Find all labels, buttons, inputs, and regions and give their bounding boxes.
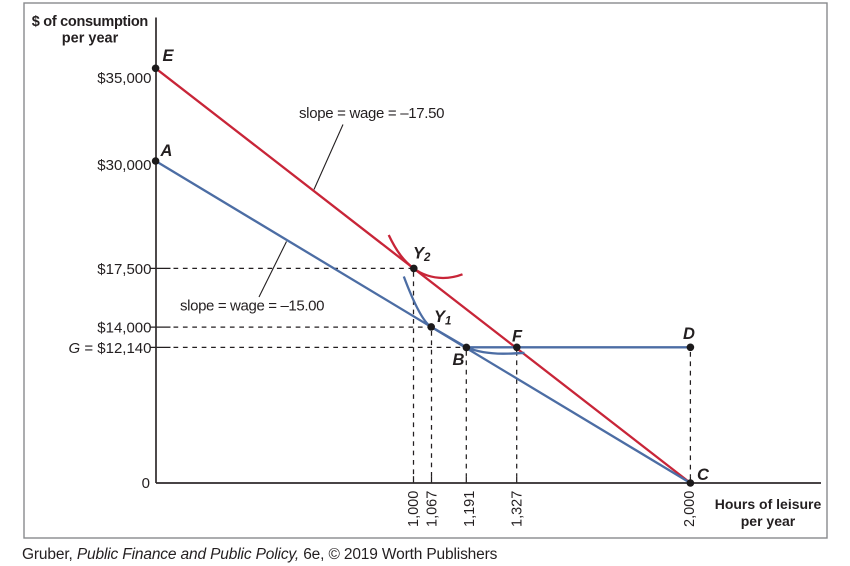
- svg-text:1,067: 1,067: [424, 491, 440, 527]
- svg-text:$ of consumption: $ of consumption: [32, 14, 149, 30]
- svg-text:$17,500: $17,500: [97, 261, 151, 278]
- svg-text:E: E: [163, 47, 175, 65]
- svg-text:2,000: 2,000: [682, 491, 698, 527]
- svg-text:slope = wage = –15.00: slope = wage = –15.00: [180, 298, 325, 315]
- svg-text:C: C: [697, 466, 710, 484]
- svg-text:1,000: 1,000: [406, 491, 422, 527]
- svg-text:$35,000: $35,000: [97, 70, 151, 87]
- svg-text:$14,000: $14,000: [97, 320, 151, 337]
- svg-text:1,191: 1,191: [462, 491, 478, 527]
- svg-text:Gruber, Public Finance and Pub: Gruber, Public Finance and Public Policy…: [22, 546, 498, 563]
- svg-text:G = $12,140: G = $12,140: [69, 340, 152, 357]
- svg-text:$30,000: $30,000: [97, 157, 151, 174]
- svg-text:D: D: [683, 325, 695, 343]
- svg-text:1,327: 1,327: [509, 491, 525, 527]
- svg-text:per year: per year: [741, 513, 796, 529]
- svg-text:Hours of leisure: Hours of leisure: [715, 496, 822, 512]
- svg-text:slope = wage = –17.50: slope = wage = –17.50: [299, 105, 445, 122]
- svg-text:B: B: [453, 351, 465, 369]
- svg-text:0: 0: [142, 475, 150, 492]
- svg-text:per year: per year: [62, 31, 119, 47]
- svg-text:A: A: [160, 142, 173, 160]
- svg-text:F: F: [512, 327, 523, 345]
